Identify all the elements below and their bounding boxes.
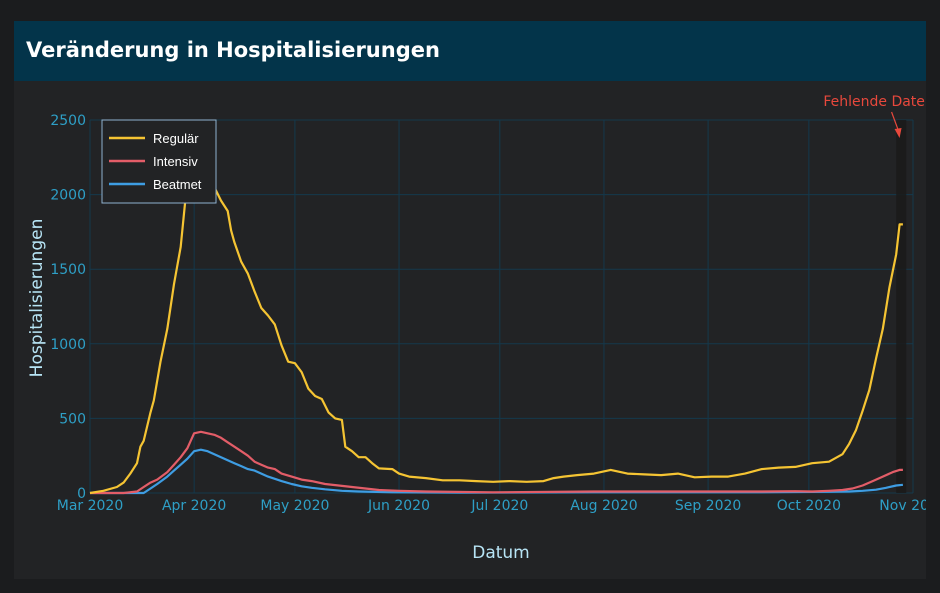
- x-tick-label: Nov 2020: [879, 498, 926, 514]
- x-tick-label: Jul 2020: [470, 498, 528, 514]
- annotation-arrow-head: [894, 128, 902, 138]
- x-tick-label: Apr 2020: [162, 498, 226, 514]
- panel-title: Veränderung in Hospitalisierungen: [26, 38, 440, 62]
- legend-label-intensiv[interactable]: Intensiv: [153, 154, 198, 169]
- x-tick-label: Oct 2020: [777, 498, 841, 514]
- hospitalization-chart[interactable]: 0 500 1000 1500 2000 2500 Mar 2020 Apr 2020 May …: [14, 21, 926, 579]
- x-tick-label: Jun 2020: [367, 498, 430, 514]
- y-axis-label: Hospitalisierungen: [27, 219, 47, 378]
- annotation-arrow-line: [891, 111, 900, 132]
- x-axis-label: Datum: [472, 543, 530, 563]
- x-tick-label: Mar 2020: [57, 498, 124, 514]
- y-tick-label: 500: [59, 411, 86, 427]
- missing-data-band: [896, 120, 907, 493]
- x-tick-label: Aug 2020: [570, 498, 637, 514]
- legend-label-regulaer[interactable]: Regulär: [153, 131, 199, 146]
- y-tick-label: 2500: [50, 113, 86, 129]
- grid: [89, 119, 914, 494]
- y-tick-label: 1500: [50, 262, 86, 278]
- x-tick-label: May 2020: [260, 498, 329, 514]
- missing-data-annotation: Fehlende Daten: [823, 94, 926, 138]
- x-tick-label: Sep 2020: [675, 498, 741, 514]
- y-tick-label: 0: [77, 486, 86, 502]
- axis-ticks: 0 500 1000 1500 2000 2500 Mar 2020 Apr 2020 May …: [50, 113, 926, 514]
- chart-panel: Veränderung in Hospitalisierungen 0 500 10…: [14, 21, 926, 579]
- y-tick-label: 1000: [50, 337, 86, 353]
- series-line-intensiv[interactable]: [90, 430, 903, 495]
- series-line-beatmet[interactable]: [90, 448, 904, 495]
- annotation-text: Fehlende Daten: [823, 94, 926, 110]
- y-tick-label: 2000: [50, 188, 86, 204]
- panel-header: Veränderung in Hospitalisierungen: [14, 21, 926, 81]
- legend[interactable]: Regulär Intensiv Beatmet: [101, 119, 217, 204]
- legend-label-beatmet[interactable]: Beatmet: [153, 177, 202, 192]
